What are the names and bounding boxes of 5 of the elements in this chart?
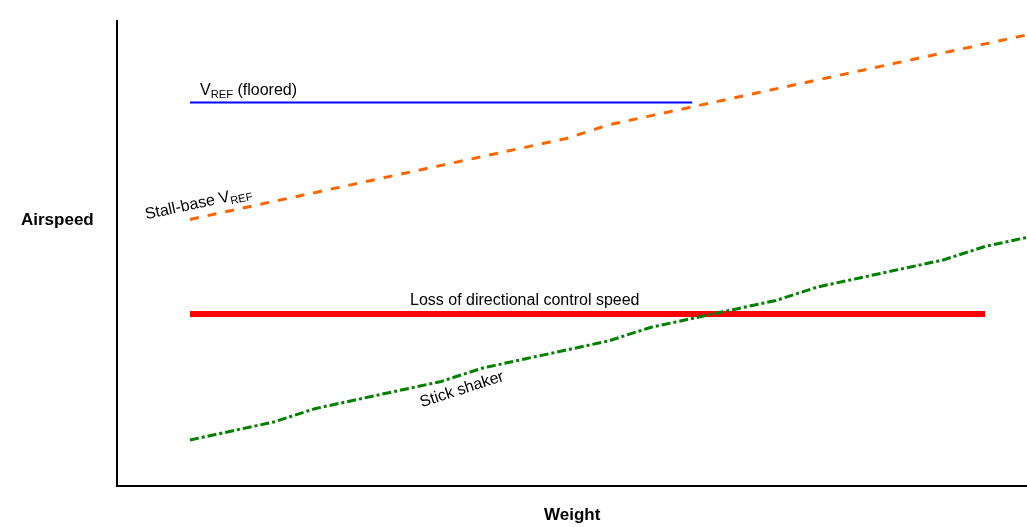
series-label: V$_{REF}$ (floored)	[200, 81, 298, 101]
text: Stick shaker	[417, 366, 507, 411]
x-axis-title: Weight	[544, 505, 601, 524]
series-label: Loss of directional control speed	[410, 291, 640, 308]
y-axis-title: Airspeed	[21, 210, 94, 229]
